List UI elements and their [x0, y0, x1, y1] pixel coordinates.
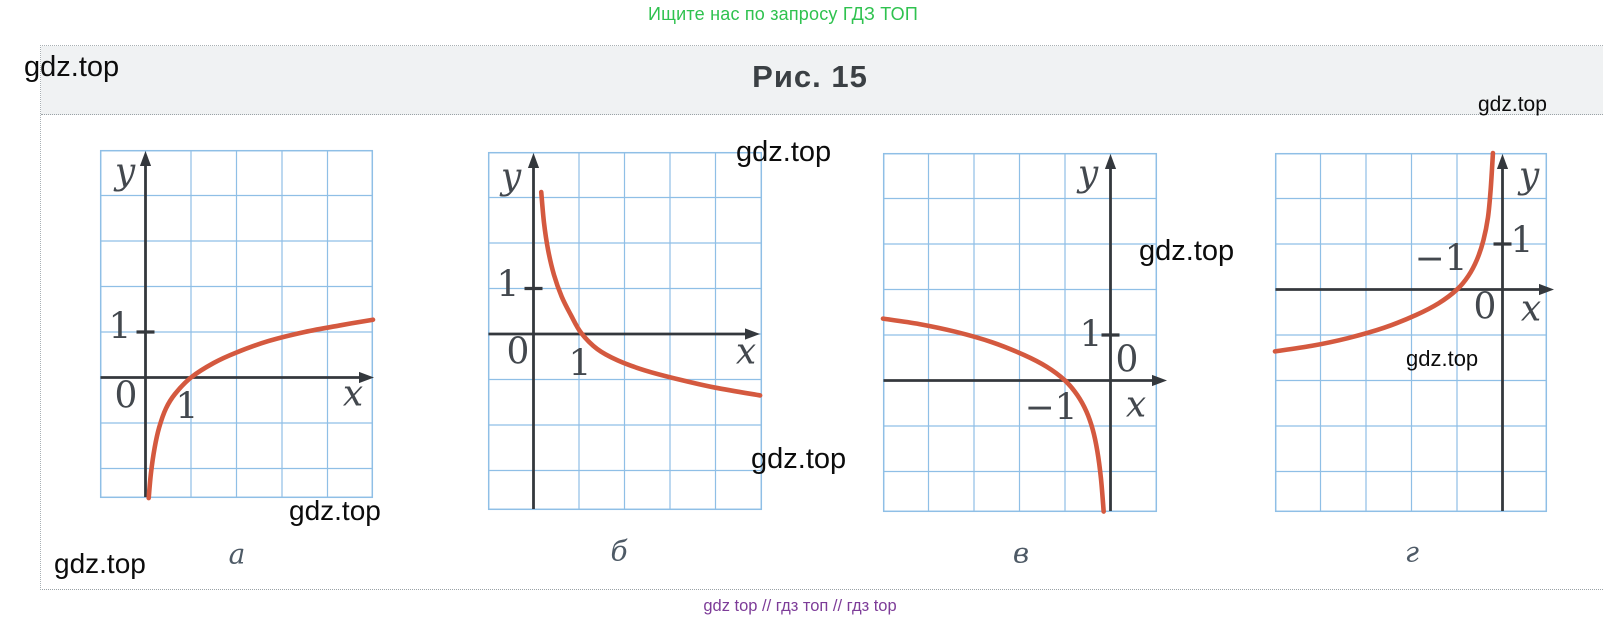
tick-label-1: 1 [109, 307, 132, 348]
graph-panel-letter-4: г [1404, 535, 1420, 569]
axis-label-y: y [1517, 156, 1540, 197]
axes [488, 153, 760, 509]
tick-label-0: 0 [507, 332, 530, 373]
axis-label-x: x [1126, 385, 1146, 426]
tick-label-0: 0 [1474, 287, 1497, 328]
axes [100, 151, 374, 497]
tick-label-1: 1 [1080, 315, 1103, 356]
graph-plot-1: y10 1 x [99, 149, 376, 501]
axis-label-x: x [1521, 289, 1541, 330]
tick-label-1: 1 [569, 344, 592, 385]
graph-panel-letter-3: в [1012, 536, 1030, 570]
grid-lines [1275, 153, 1547, 512]
graph-plot-2: y10 1 x [487, 151, 763, 511]
tick-label-−1: −1 [1414, 239, 1467, 280]
function-curve [538, 189, 763, 398]
tick-label-1: 1 [497, 265, 520, 306]
grid-border [882, 152, 1158, 513]
watermark: gdz.top [289, 495, 381, 526]
function-curve [880, 316, 1106, 514]
footer-links: gdz top // гдз топ // гдз top [703, 597, 897, 615]
tick-label-1: 1 [176, 387, 199, 428]
grid-border [1274, 152, 1548, 513]
axes [1275, 154, 1554, 511]
axes [883, 154, 1167, 511]
page-header-band [41, 46, 1603, 115]
grid-lines [883, 153, 1157, 512]
tick-label-−1: −1 [1024, 388, 1077, 429]
grid-border [99, 149, 374, 499]
axis-label-y: y [113, 152, 136, 193]
scan-region [40, 45, 1603, 590]
grid-lines [100, 150, 373, 498]
tick-label-0: 0 [115, 376, 138, 417]
graph-plot-4: y 1 −10 x [1272, 150, 1554, 513]
promo-banner-text: Ищите нас по запросу ГДЗ ТОП [648, 4, 918, 24]
axis-label-y: y [1076, 154, 1099, 195]
graph-panel-letter-1: а [228, 537, 246, 571]
axis-label-y: y [499, 157, 522, 198]
watermark: gdz.top [1406, 346, 1479, 371]
watermark: gdz.top [736, 136, 832, 168]
watermark: gdz.top [54, 548, 146, 579]
graph-plot-3: y 10 −1 x [880, 152, 1167, 514]
tick-label-1: 1 [1511, 221, 1534, 262]
tick-label-0: 0 [1116, 340, 1139, 381]
axis-label-x: x [343, 374, 363, 415]
grid-border [487, 151, 763, 511]
figure-title: Рис. 15 [752, 59, 868, 94]
watermark: gdz.top [24, 51, 120, 83]
watermark: gdz.top [1478, 93, 1547, 116]
axis-label-x: x [736, 332, 756, 373]
function-curve [146, 317, 376, 501]
watermark: gdz.top [751, 443, 847, 475]
graph-panel-letter-2: б [610, 534, 628, 568]
function-curve [1272, 150, 1496, 354]
watermark: gdz.top [1139, 235, 1235, 267]
